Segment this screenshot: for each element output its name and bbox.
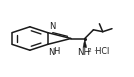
Text: H: H <box>53 47 59 56</box>
Text: N: N <box>48 48 54 57</box>
Text: NH: NH <box>77 48 90 57</box>
Text: ·HCl: ·HCl <box>93 47 109 56</box>
Polygon shape <box>83 38 87 48</box>
Text: 2: 2 <box>88 48 92 53</box>
Text: N: N <box>49 22 55 31</box>
